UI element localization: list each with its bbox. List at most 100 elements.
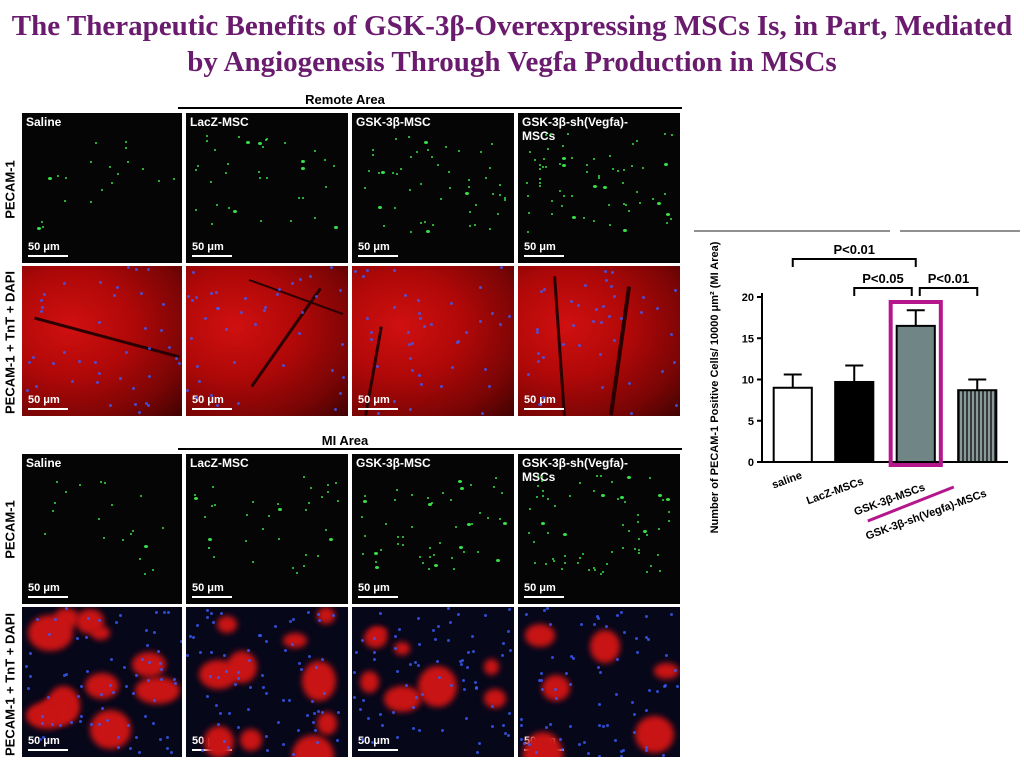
dapi-nucleus <box>572 324 576 328</box>
scale-bar: 50 μm <box>358 582 400 598</box>
dapi-nucleus <box>134 268 138 272</box>
pecam-signal-dot <box>637 537 640 540</box>
dapi-nucleus <box>595 307 599 311</box>
pecam-signal-dot <box>436 164 439 167</box>
dapi-nucleus <box>372 636 376 640</box>
tnt-myocyte <box>316 607 336 624</box>
pecam-signal-dot <box>598 177 601 180</box>
pecam-signal-dot <box>657 527 660 530</box>
pecam-signal-dot <box>380 549 383 552</box>
pecam-signal-dot <box>372 149 375 152</box>
pecam-signal-dot <box>245 539 248 542</box>
pecam-signal-dot <box>667 510 670 513</box>
dapi-nucleus <box>108 683 112 687</box>
dapi-nucleus <box>97 619 101 623</box>
scale-bar: 50 μm <box>524 394 566 410</box>
dapi-nucleus <box>98 281 102 285</box>
dapi-nucleus <box>186 653 190 657</box>
pecam-signal-dot <box>410 526 413 529</box>
dapi-nucleus <box>318 619 322 622</box>
dapi-nucleus <box>27 360 31 364</box>
dapi-nucleus <box>232 360 236 364</box>
pecam-signal-dot <box>649 477 652 480</box>
dapi-nucleus <box>396 670 400 674</box>
dapi-nucleus <box>490 725 494 729</box>
pecam-signal-dot <box>142 168 145 171</box>
dapi-nucleus <box>417 729 421 733</box>
dapi-nucleus <box>539 678 543 682</box>
pecam-signal-dot <box>497 213 500 216</box>
pecam-signal-dot <box>458 149 461 152</box>
dapi-nucleus <box>404 294 408 298</box>
pecam-signal-dot <box>377 172 380 175</box>
pecam-signal-dot <box>646 533 649 536</box>
pecam-signal-dot <box>536 496 539 499</box>
pecam-signal-dot <box>635 191 638 194</box>
pecam-signal-dot <box>265 176 268 179</box>
pecam-signal-dot <box>666 222 669 225</box>
pecam-signal-dot <box>127 161 130 164</box>
bar-0 <box>772 386 813 463</box>
dapi-nucleus <box>408 663 412 667</box>
pecam-signal-dot <box>617 497 620 500</box>
tissue-crack <box>34 316 180 359</box>
pecam-signal-dot <box>501 491 504 494</box>
dapi-nucleus <box>297 332 301 336</box>
pecam-signal-dot <box>327 483 330 486</box>
dapi-nucleus <box>264 639 268 643</box>
dapi-nucleus <box>75 636 79 640</box>
dapi-nucleus <box>605 724 609 728</box>
dapi-nucleus <box>393 634 397 638</box>
pecam-signal-dot <box>527 532 530 535</box>
dapi-nucleus <box>674 404 678 408</box>
dapi-nucleus <box>90 722 94 726</box>
dapi-nucleus <box>205 695 209 699</box>
dapi-nucleus <box>209 292 213 296</box>
pecam-signal-dot <box>528 151 531 154</box>
pecam-signal-dot <box>362 499 367 503</box>
dapi-nucleus <box>195 295 199 299</box>
dapi-nucleus <box>439 385 443 389</box>
dapi-nucleus <box>411 705 415 709</box>
dapi-nucleus <box>40 305 44 309</box>
dapi-nucleus <box>508 608 512 612</box>
tnt-myocyte <box>203 726 234 757</box>
dapi-nucleus <box>365 317 369 321</box>
dapi-nucleus <box>536 331 540 335</box>
pecam-signal-dot <box>636 521 639 524</box>
pecam-signal-dot <box>639 202 642 205</box>
pecam-signal-dot <box>420 182 423 185</box>
dapi-nucleus <box>462 688 466 692</box>
dapi-nucleus <box>215 703 219 707</box>
pecam-signal-dot <box>374 566 379 570</box>
dapi-nucleus <box>392 400 396 404</box>
dapi-nucleus <box>561 343 565 347</box>
dapi-nucleus <box>539 671 543 675</box>
pecam-signal-dot <box>304 509 307 512</box>
dapi-nucleus <box>159 737 163 741</box>
dapi-nucleus <box>569 655 573 659</box>
dapi-nucleus <box>592 320 596 324</box>
section-label-mi: MI Area <box>321 433 369 448</box>
dapi-nucleus <box>143 714 147 718</box>
pecam-signal-dot <box>450 499 453 502</box>
dapi-nucleus <box>114 620 118 624</box>
dapi-nucleus <box>417 299 420 303</box>
pecam-signal-dot <box>284 141 287 144</box>
dapi-nucleus <box>623 631 627 635</box>
pecam-signal-dot <box>495 477 498 480</box>
dapi-nucleus <box>622 749 626 753</box>
pecam-signal-dot <box>307 501 310 504</box>
pecam-signal-dot <box>551 200 554 203</box>
dapi-nucleus <box>277 287 281 291</box>
dapi-nucleus <box>38 737 42 741</box>
dapi-nucleus <box>456 340 460 344</box>
pecam-signal-dot <box>539 184 542 187</box>
tnt-myocyte <box>589 629 620 664</box>
dapi-nucleus <box>159 328 163 332</box>
dapi-nucleus <box>109 404 113 408</box>
dapi-nucleus <box>283 648 287 652</box>
dapi-nucleus <box>423 324 426 328</box>
dapi-nucleus <box>610 271 614 275</box>
dapi-nucleus <box>265 734 269 738</box>
